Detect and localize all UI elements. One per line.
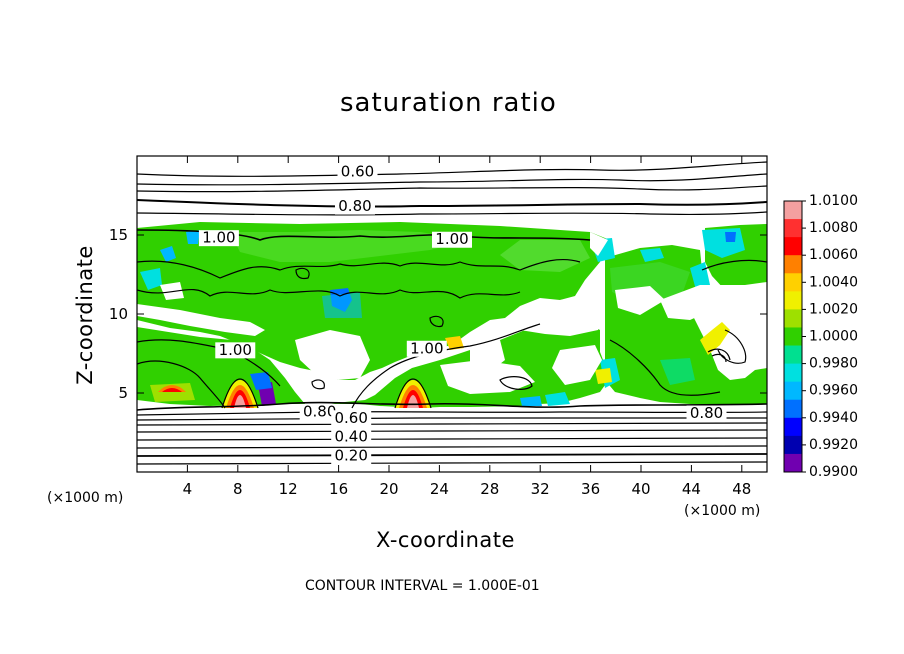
colorbar-swatch: [784, 291, 802, 310]
contour-label: 0.80: [338, 197, 371, 215]
contour-label-bg: [198, 230, 239, 247]
x-tick-label: 36: [581, 480, 601, 498]
saturation-field: [137, 222, 767, 408]
x-tick-label: 4: [182, 480, 193, 498]
y-axis-title: Z-coordinate: [73, 245, 97, 385]
colorbar-swatch: [784, 417, 802, 437]
x-tick-label: 24: [429, 480, 449, 498]
contour-lines: [137, 161, 767, 465]
contour-label-bg: [331, 429, 372, 446]
contour-labels: 0.600.801.00 1.001.00 1.000.800.600.400.20…: [198, 162, 727, 465]
colorbar-tick-label: 0.9920: [809, 437, 858, 453]
colorbar-swatch: [784, 255, 802, 274]
colorbar-swatch: [784, 237, 802, 256]
colorbar-tick-label: 1.0040: [809, 274, 858, 290]
colorbar-swatch: [784, 219, 802, 238]
contour-label: 0.40: [334, 428, 367, 446]
contour-label: 0.60: [334, 409, 367, 427]
colorbar-swatch: [784, 309, 802, 328]
contour-label-bg: [337, 163, 378, 180]
colorbar-swatch: [784, 345, 802, 365]
y-tick-label: 10: [108, 305, 128, 323]
colorbar-tick-label: 1.0100: [809, 193, 858, 209]
contour-label-bg: [299, 403, 340, 420]
contour-label-bg: [686, 405, 727, 422]
contour-interval-note: CONTOUR INTERVAL = 1.000E-01: [305, 578, 540, 594]
colorbar-tick-label: 1.0020: [809, 301, 858, 317]
colorbar-tick-label: 1.0060: [809, 247, 858, 263]
x-tick-label: 8: [233, 480, 243, 498]
contour-label-bg: [334, 198, 375, 215]
x-tick-label: 44: [681, 480, 701, 498]
chart-title: saturation ratio: [340, 88, 557, 118]
x-tick-label: 40: [631, 480, 651, 498]
contour-label: 0.80: [690, 404, 723, 422]
colorbar-swatch: [784, 453, 802, 473]
contour-label: 0.20: [334, 447, 367, 465]
y-tick-label: 15: [108, 226, 128, 244]
colorbar-tick-label: 0.9960: [809, 383, 858, 399]
contour-label: 1.00: [410, 339, 443, 357]
contour-label: 0.60: [341, 162, 374, 180]
x-tick-label: 16: [329, 480, 349, 498]
contour-label: 1.00: [219, 341, 252, 359]
x-tick-label: 12: [278, 480, 298, 498]
contour-label-bg: [215, 342, 256, 359]
colorbar-swatch: [784, 363, 802, 383]
contour-label: 1.00: [202, 229, 235, 247]
x-axis-title: X-coordinate: [376, 528, 515, 552]
colorbar-tick-label: 0.9900: [809, 464, 858, 480]
colorbar-swatch: [784, 399, 802, 419]
contour-label: 1.00: [435, 230, 468, 248]
colorbar-swatch: [784, 273, 802, 292]
contour-label-bg: [432, 231, 472, 248]
contour-label: 0.80: [303, 402, 336, 420]
contour-label-bg: [406, 340, 447, 357]
axis-ticks: [137, 156, 767, 472]
x-tick-label: 20: [379, 480, 399, 498]
contour-label-bg: [331, 448, 372, 465]
x-tick-label: 28: [480, 480, 500, 498]
colorbar-tick-label: 1.0080: [809, 220, 858, 236]
colorbar-tick-label: 0.9980: [809, 356, 858, 372]
colorbar-tick-label: 1.0000: [809, 329, 858, 345]
x-unit-right: (×1000 m): [684, 503, 761, 519]
x-unit-left: (×1000 m): [47, 490, 124, 506]
contour-label-bg: [331, 410, 372, 427]
colorbar: 1.0100 1.0080 1.0060 1.0040 1.0020 1.0000 0.99…: [783, 193, 858, 480]
colorbar-swatch: [784, 435, 802, 455]
colorbar-tick-label: 0.9940: [809, 410, 858, 426]
colorbar-swatch: [784, 201, 802, 220]
colorbar-swatch: [784, 381, 802, 401]
colorbar-swatch: [784, 327, 802, 347]
x-tick-label: 32: [530, 480, 550, 498]
x-tick-label: 48: [732, 480, 752, 498]
y-tick-label: 5: [118, 384, 128, 402]
